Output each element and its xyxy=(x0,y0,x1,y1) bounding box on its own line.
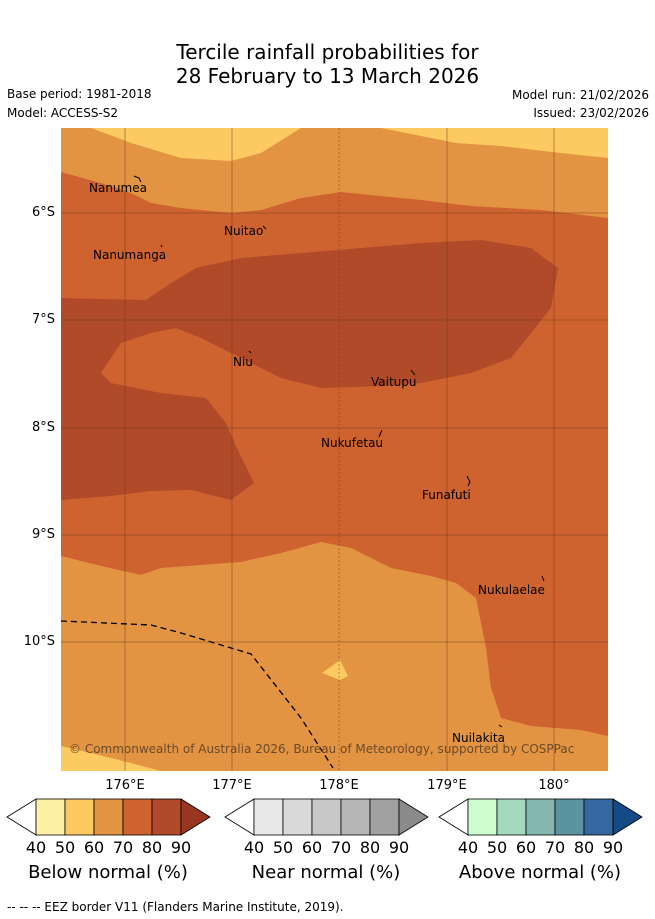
colorbar-tick-label: 60 xyxy=(515,838,537,857)
colorbar-title-near: Near normal (%) xyxy=(251,862,401,883)
map-region-below-50-top xyxy=(61,128,608,161)
colorbar-tick-label: 70 xyxy=(112,838,134,857)
rainfall-map xyxy=(61,128,608,771)
colorbar-extend-high xyxy=(180,798,211,836)
place-nanumea: Nanumea xyxy=(89,181,147,195)
x-tick-label: 177°E xyxy=(212,778,252,793)
y-tick-label: 10°S xyxy=(23,634,55,649)
colorbar-tick-label: 80 xyxy=(141,838,163,857)
colorbar-title-above: Above normal (%) xyxy=(458,862,622,883)
colorbars xyxy=(6,798,643,836)
colorbar-segment xyxy=(525,798,556,836)
y-tick-label: 8°S xyxy=(31,420,55,435)
title-line-1: Tercile rainfall probabilities for xyxy=(176,40,479,64)
eez-border xyxy=(61,620,334,769)
colorbar-extend-low xyxy=(438,798,469,836)
issued-date: Issued: 23/02/2026 xyxy=(533,106,649,120)
y-tick-label: 7°S xyxy=(31,312,55,327)
place-nuilakita: Nuilakita xyxy=(452,731,505,745)
colorbar-segment xyxy=(64,798,95,836)
base-period: Base period: 1981-2018 xyxy=(7,87,152,101)
eez-legend: -- -- -- EEZ border V11 (Flanders Marine… xyxy=(7,900,344,914)
colorbar-extend-low xyxy=(6,798,37,836)
map-region-below-80 xyxy=(61,240,558,500)
colorbar-tick-label: 40 xyxy=(25,838,47,857)
colorbar-segment xyxy=(35,798,66,836)
title-line-2: 28 February to 13 March 2026 xyxy=(175,64,480,88)
colorbar-segment xyxy=(122,798,153,836)
colorbar-tick-label: 40 xyxy=(243,838,265,857)
x-tick-label: 179°E xyxy=(427,778,467,793)
map-region-below-50-small xyxy=(322,660,348,680)
colorbar-tick-label: 40 xyxy=(457,838,479,857)
colorbar-segment xyxy=(340,798,371,836)
x-tick-label: 178°E xyxy=(319,778,359,793)
colorbar-extend-high xyxy=(398,798,429,836)
colorbar-tick-label: 60 xyxy=(301,838,323,857)
x-tick-label: 176°E xyxy=(105,778,145,793)
model-run: Model run: 21/02/2026 xyxy=(511,88,649,102)
place-niu: Niu xyxy=(233,355,253,369)
colorbar-tick-label: 80 xyxy=(359,838,381,857)
copyright-notice: © Commonwealth of Australia 2026, Bureau… xyxy=(69,742,575,756)
colorbar-extend-high xyxy=(612,798,643,836)
colorbar-segment xyxy=(151,798,182,836)
place-nanumanga: Nanumanga xyxy=(93,248,167,262)
colorbar-segment xyxy=(467,798,498,836)
x-tick-label: 180° xyxy=(538,778,570,793)
y-tick-label: 9°S xyxy=(31,527,55,542)
colorbar-below-normal xyxy=(6,798,211,836)
model-name: Model: ACCESS-S2 xyxy=(7,106,119,120)
colorbar-tick-label: 60 xyxy=(83,838,105,857)
colorbar-above-normal xyxy=(438,798,643,836)
colorbar-segment xyxy=(311,798,342,836)
colorbar-segment xyxy=(93,798,124,836)
place-funafuti: Funafuti xyxy=(422,488,471,502)
colorbar-segment xyxy=(369,798,400,836)
colorbar-segment xyxy=(496,798,527,836)
colorbar-tick-label: 70 xyxy=(544,838,566,857)
place-nuitao: Nuitao xyxy=(224,224,264,238)
colorbar-segment xyxy=(583,798,614,836)
colorbar-segment xyxy=(554,798,585,836)
colorbar-tick-label: 50 xyxy=(272,838,294,857)
map-gridlines xyxy=(61,128,608,771)
colorbar-tick-label: 90 xyxy=(388,838,410,857)
place-nukufetau: Nukufetau xyxy=(321,436,384,450)
colorbar-segment xyxy=(282,798,313,836)
place-nukulaelae: Nukulaelae xyxy=(478,583,545,597)
colorbar-tick-label: 50 xyxy=(54,838,76,857)
colorbar-segment xyxy=(253,798,284,836)
y-tick-label: 6°S xyxy=(31,205,55,220)
colorbar-tick-label: 70 xyxy=(330,838,352,857)
colorbar-tick-label: 90 xyxy=(602,838,624,857)
place-vaitupu: Vaitupu xyxy=(371,375,417,389)
colorbar-extend-low xyxy=(224,798,255,836)
colorbar-near-normal xyxy=(224,798,429,836)
colorbar-tick-label: 90 xyxy=(170,838,192,857)
island-markers xyxy=(133,175,545,728)
colorbar-tick-label: 50 xyxy=(486,838,508,857)
colorbar-title-below: Below normal (%) xyxy=(28,862,188,883)
map-region-below-50-bottom xyxy=(61,746,161,771)
colorbar-tick-label: 80 xyxy=(573,838,595,857)
